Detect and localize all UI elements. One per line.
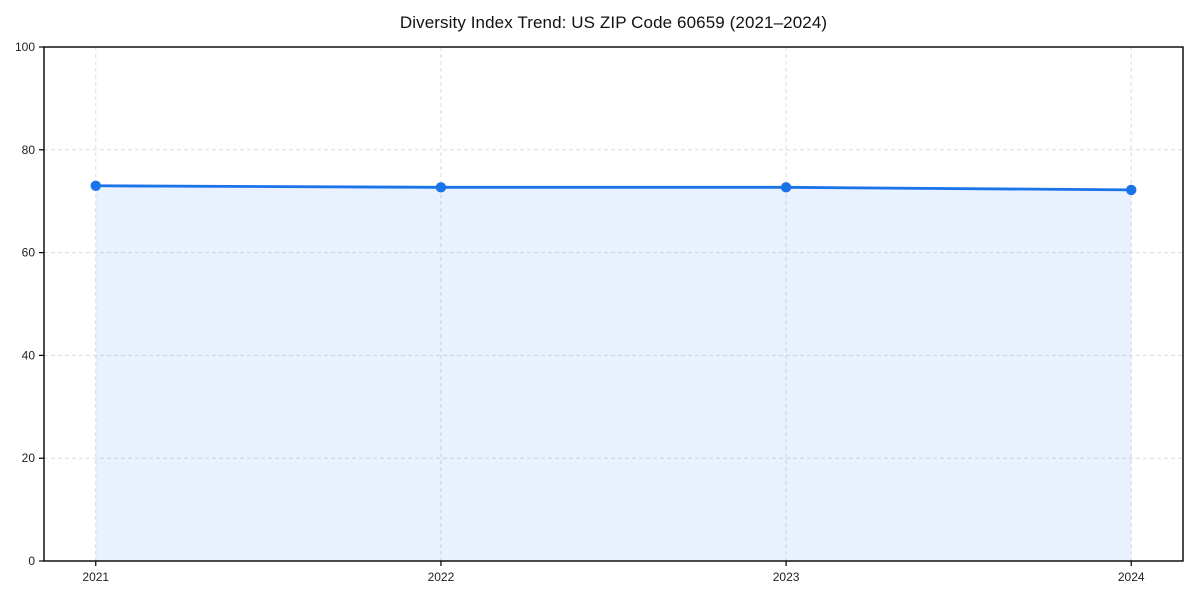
gridlines <box>44 47 1183 561</box>
plot-border <box>43 46 1184 562</box>
axis-tick-labels: 0 20 40 60 80 100 2021 2022 2023 2024 <box>15 40 1145 584</box>
y-tick-label: 80 <box>22 143 36 157</box>
x-tick-label: 2022 <box>428 570 455 584</box>
x-tick-label: 2024 <box>1118 570 1145 584</box>
y-tick-label: 40 <box>22 348 36 362</box>
axis-ticks <box>39 46 1132 566</box>
data-points <box>90 180 1137 196</box>
x-tick-label: 2023 <box>773 570 800 584</box>
data-point-marker <box>1126 184 1137 196</box>
y-tick-label: 100 <box>15 40 35 54</box>
y-tick-label: 60 <box>22 246 36 260</box>
chart-title: Diversity Index Trend: US ZIP Code 60659… <box>399 13 828 32</box>
y-tick-label: 20 <box>22 451 36 465</box>
y-tick-label: 0 <box>28 554 35 568</box>
data-point-marker <box>435 182 447 193</box>
data-point-marker <box>780 182 792 193</box>
trend-line <box>94 184 1133 192</box>
x-tick-label: 2021 <box>82 570 109 584</box>
data-point-marker <box>90 180 101 191</box>
area-fill <box>95 185 1132 561</box>
